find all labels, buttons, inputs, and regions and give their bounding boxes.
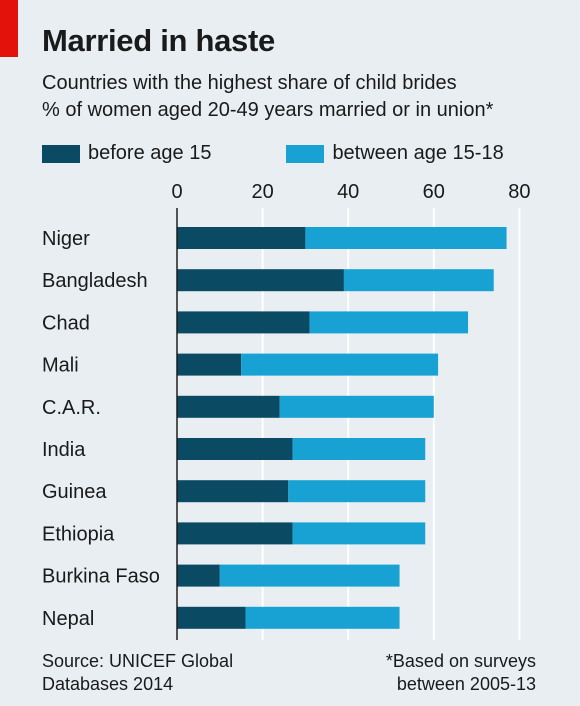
bar-chad-before-15 [177,311,310,334]
source-line-1: Source: UNICEF Global [42,651,234,671]
chart-subtitle: Countries with the highest share of chil… [42,70,493,124]
category-label-burkina-faso: Burkina Faso [42,566,160,588]
bar-india-before-15 [177,438,293,460]
footnote-line-2: between 2005-13 [396,674,536,694]
bar-niger-between-15-18 [305,227,507,249]
source-note: Source: UNICEF Global Databases 2014 [42,650,233,696]
category-label-niger: Niger [42,228,90,250]
category-label-india: India [42,439,86,461]
subtitle-line-2: % of women aged 20-49 years married or i… [42,99,494,121]
category-label-guinea: Guinea [42,481,107,503]
chart-legend: before age 15 between age 15-18 [42,142,504,165]
category-label-ethiopia: Ethiopia [42,523,115,545]
category-label-nepal: Nepal [42,608,94,630]
x-tick-label-60: 60 [423,181,445,203]
legend-swatch-between-15-18 [286,144,325,163]
legend-item-before-15: before age 15 [42,142,211,165]
bar-ethiopia-before-15 [177,522,293,545]
legend-item-between-15-18: between age 15-18 [286,142,504,165]
category-label-bangladesh: Bangladesh [42,270,148,292]
bar-c-a-r-before-15 [177,395,280,418]
bar-india-between-15-18 [292,438,426,460]
category-label-mali: Mali [42,355,79,377]
bar-bangladesh-before-15 [177,269,344,292]
footnote-line-1: *Based on surveys [385,651,536,671]
bar-c-a-r-between-15-18 [279,395,434,418]
survey-footnote: *Based on surveys between 2005-13 [386,650,536,696]
stacked-bar-chart: 0 20 40 60 80 Niger Bangladesh Chad Mali C.A.R. In… [42,181,531,640]
x-tick-label-80: 80 [508,181,530,203]
bar-bangladesh-between-15-18 [343,269,494,292]
legend-label-before-15: before age 15 [88,142,212,164]
bar-ethiopia-between-15-18 [292,522,426,545]
brand-accent-tag [0,0,18,57]
bar-niger-before-15 [177,227,306,249]
bar-mali-between-15-18 [241,353,439,376]
legend-swatch-before-15 [42,144,80,163]
chart-title: Married in haste [42,23,275,58]
x-tick-label-40: 40 [337,181,359,203]
bar-guinea-before-15 [177,480,289,503]
bar-burkina-faso-before-15 [177,564,220,587]
x-tick-label-20: 20 [251,181,273,203]
bar-burkina-faso-between-15-18 [219,564,400,587]
bar-guinea-between-15-18 [288,480,426,503]
bar-mali-before-15 [177,353,242,376]
bar-chad-between-15-18 [309,311,469,334]
legend-label-between-15-18: between age 15-18 [332,142,504,164]
x-tick-label-0: 0 [171,181,182,203]
category-label-c-a-r: C.A.R. [42,397,101,419]
subtitle-line-1: Countries with the highest share of chil… [42,72,457,94]
bar-nepal-before-15 [177,606,246,629]
bar-nepal-between-15-18 [245,606,400,629]
source-line-2: Databases 2014 [42,674,174,694]
category-label-chad: Chad [42,312,90,334]
